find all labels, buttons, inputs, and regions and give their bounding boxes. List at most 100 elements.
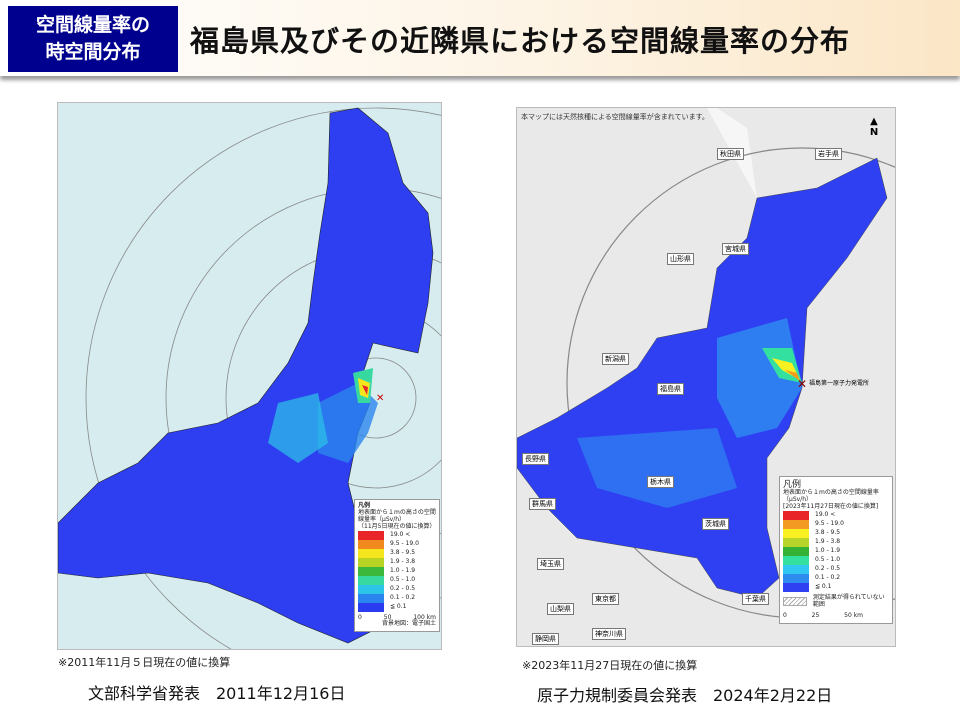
- prefecture-label: 茨城県: [702, 518, 729, 530]
- legend-label: 9.5 - 19.0: [815, 520, 844, 528]
- header-bar: 空間線量率の 時空間分布 福島県及びその近隣県における空間線量率の分布: [0, 0, 960, 76]
- left-map-2011: ✕ 凡例 地表面から１mの高さの空間線量率（μSv/h） （11月5日現在の値に…: [57, 102, 442, 650]
- prefecture-label: 静岡県: [532, 633, 559, 645]
- land-area-blue: [517, 157, 888, 599]
- prefecture-label: 宮城県: [722, 243, 749, 255]
- legend-row: 1.9 - 3.8: [783, 538, 889, 548]
- scale-label: 0: [358, 613, 362, 621]
- legend-hatch-row: 測定結果が得られていない範囲: [783, 594, 889, 609]
- legend-row: 0.5 - 1.0: [783, 556, 889, 566]
- prefecture-label: 千葉県: [742, 593, 769, 605]
- dose-area-highest: [362, 385, 368, 395]
- prefecture-label: 山梨県: [547, 603, 574, 615]
- scale-label: 0: [783, 611, 787, 619]
- legend-swatch: [358, 539, 384, 549]
- terrain-shading: [667, 108, 757, 198]
- legend-swatch: [783, 547, 809, 557]
- legend-label: 0.5 - 1.0: [815, 556, 841, 564]
- scale-label: 50 km: [844, 611, 863, 619]
- legend-swatch: [358, 548, 384, 558]
- north-arrow-icon: ▲ N: [863, 116, 885, 146]
- legend-label: 0.1 - 0.2: [390, 593, 416, 601]
- prefecture-label: 長野県: [522, 453, 549, 465]
- prefecture-label: 東京都: [592, 593, 619, 605]
- left-caption: 文部科学省発表 2011年12月16日: [88, 684, 346, 703]
- legend-swatch: [783, 511, 809, 521]
- legend-subtitle: 地表面から１mの高さの空間線量率（μSv/h）: [358, 508, 436, 523]
- legend-swatch: [358, 575, 384, 585]
- legend-label: ≦ 0.1: [815, 583, 832, 591]
- legend-row: 0.1 - 0.2: [358, 593, 436, 603]
- prefecture-label: 福島県: [657, 383, 684, 395]
- legend-subtitle: 地表面から１mの高さの空間線量率（μSv/h）: [783, 489, 879, 504]
- north-label: N: [869, 127, 879, 138]
- legend-title: 凡例: [783, 480, 802, 490]
- legend-swatch: [783, 556, 809, 566]
- scale-bar: 0 50 100 km: [358, 613, 436, 622]
- legend-note: [2023年11月27日現在の値に換算]: [783, 503, 879, 511]
- legend-row: 1.0 - 1.9: [358, 566, 436, 576]
- hatch-swatch: [783, 597, 807, 607]
- nuclear-plant-marker-icon: ✕: [376, 393, 384, 404]
- right-legend: 凡例 地表面から１mの高さの空間線量率（μSv/h） [2023年11月27日現…: [779, 476, 893, 624]
- legend-row: 1.9 - 3.8: [358, 557, 436, 567]
- legend-swatch: [358, 557, 384, 567]
- legend-swatch: [783, 538, 809, 548]
- legend-swatch: [358, 530, 384, 540]
- left-legend: 凡例 地表面から１mの高さの空間線量率（μSv/h） （11月5日現在の値に換算…: [354, 499, 440, 633]
- map-source: 背景地図：電子国土: [381, 620, 436, 628]
- map-top-note: 本マップには天然核種による空間線量率が含まれています。: [521, 113, 709, 121]
- section-badge: 空間線量率の 時空間分布: [8, 6, 178, 72]
- scale-bar: 0 25 50 km: [783, 611, 863, 620]
- legend-row: 9.5 - 19.0: [358, 539, 436, 549]
- legend-swatch: [358, 584, 384, 594]
- legend-label: 3.8 - 9.5: [815, 529, 841, 537]
- legend-row: 19.0 <: [358, 530, 436, 540]
- legend-note: （11月5日現在の値に換算）: [358, 522, 436, 530]
- legend-label: 9.5 - 19.0: [390, 539, 419, 547]
- legend-label: 1.0 - 1.9: [390, 566, 416, 574]
- legend-swatch: [783, 574, 809, 584]
- legend-row: 19.0 <: [783, 511, 889, 521]
- prefecture-label: 山形県: [667, 253, 694, 265]
- prefecture-label: 新潟県: [602, 353, 629, 365]
- scale-label: 50: [383, 613, 392, 621]
- legend-row: 1.0 - 1.9: [783, 547, 889, 557]
- prefecture-label: 群馬県: [529, 498, 556, 510]
- legend-swatch: [783, 529, 809, 539]
- legend-swatch: [783, 565, 809, 575]
- legend-row: ≦ 0.1: [783, 583, 889, 593]
- scale-label: 100 km: [413, 613, 436, 621]
- legend-label: 0.5 - 1.0: [390, 575, 416, 583]
- legend-row: 3.8 - 9.5: [783, 529, 889, 539]
- left-footnote: ※2011年11月５日現在の値に換算: [58, 656, 231, 669]
- legend-swatch: [783, 520, 809, 530]
- right-map-2023: ✕ 福島第一原子力発電所 本マップには天然核種による空間線量率が含まれています。…: [516, 107, 896, 647]
- plant-label: 福島第一原子力発電所: [809, 379, 869, 387]
- legend-label: 0.1 - 0.2: [815, 574, 841, 582]
- nuclear-plant-marker-icon: ✕: [797, 377, 807, 391]
- legend-label: 3.8 - 9.5: [390, 548, 416, 556]
- legend-label: 19.0 <: [815, 511, 836, 519]
- dose-area-low-inland: [577, 428, 737, 508]
- legend-swatch: [358, 593, 384, 603]
- legend-row: ≦ 0.1: [358, 602, 436, 612]
- prefecture-label: 岩手県: [815, 148, 842, 160]
- legend-label: ≦ 0.1: [390, 602, 407, 610]
- left-map-graphic: ✕: [58, 107, 441, 649]
- legend-row: 0.2 - 0.5: [783, 565, 889, 575]
- legend-swatch: [783, 583, 809, 593]
- scale-label: 25: [811, 611, 820, 619]
- legend-swatch: [358, 602, 384, 612]
- right-caption: 原子力規制委員会発表 2024年2月22日: [537, 686, 833, 705]
- prefecture-label: 埼玉県: [537, 558, 564, 570]
- dose-area-low-inland: [268, 393, 328, 463]
- prefecture-label: 神奈川県: [592, 628, 626, 640]
- legend-label: 1.9 - 3.8: [390, 557, 416, 565]
- prefecture-label: 秋田県: [717, 148, 744, 160]
- legend-row: 3.8 - 9.5: [358, 548, 436, 558]
- legend-label: 1.9 - 3.8: [815, 538, 841, 546]
- badge-line-1: 空間線量率の: [35, 14, 150, 36]
- hatch-label: 測定結果が得られていない範囲: [812, 594, 885, 608]
- legend-row: 0.2 - 0.5: [358, 584, 436, 594]
